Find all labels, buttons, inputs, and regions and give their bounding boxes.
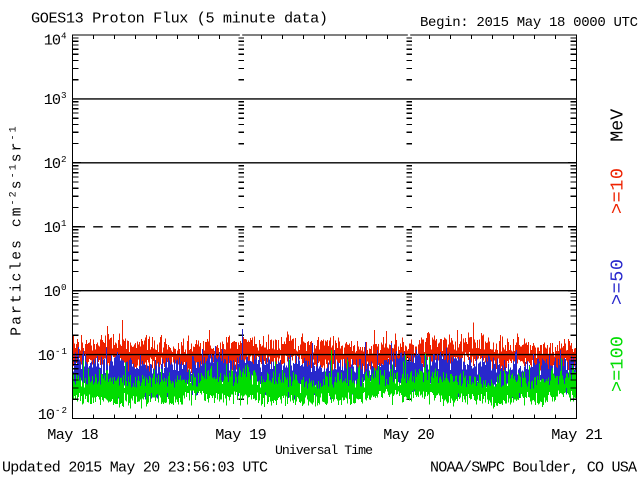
svg-text:May 18: May 18 — [47, 426, 99, 444]
svg-text:Particles cm-2s-1sr-1: Particles cm-2s-1sr-1 — [9, 124, 26, 335]
svg-text:May 20: May 20 — [383, 426, 435, 444]
svg-text:10: 10 — [44, 91, 61, 109]
svg-text:Updated 2015 May 20 23:56:03 U: Updated 2015 May 20 23:56:03 UTC — [2, 460, 268, 477]
svg-text:10: 10 — [44, 31, 61, 49]
svg-text:10: 10 — [38, 406, 55, 424]
svg-text:NOAA/SWPC Boulder, CO USA: NOAA/SWPC Boulder, CO USA — [430, 460, 637, 477]
svg-text:>=10: >=10 — [608, 168, 629, 214]
svg-text:May 19: May 19 — [215, 426, 267, 444]
svg-text:10: 10 — [44, 155, 61, 173]
svg-text:3: 3 — [61, 90, 67, 101]
svg-text:10: 10 — [38, 347, 55, 365]
svg-text:4: 4 — [61, 30, 67, 41]
svg-text:>=100: >=100 — [608, 336, 629, 392]
svg-text:2: 2 — [61, 154, 67, 165]
svg-text:Universal Time: Universal Time — [275, 443, 373, 458]
svg-text:>=50: >=50 — [608, 259, 629, 305]
svg-text:MeV: MeV — [608, 109, 629, 142]
svg-text:0: 0 — [61, 282, 67, 293]
svg-text:-2: -2 — [55, 405, 67, 416]
svg-text:-1: -1 — [55, 346, 67, 357]
svg-text:May 21: May 21 — [551, 426, 603, 444]
svg-text:10: 10 — [44, 219, 61, 237]
svg-text:GOES13 Proton Flux (5 minute d: GOES13 Proton Flux (5 minute data) — [31, 10, 328, 28]
svg-text:1: 1 — [61, 218, 67, 229]
svg-text:Begin: 2015 May 18 0000 UTC: Begin: 2015 May 18 0000 UTC — [420, 15, 638, 31]
svg-text:10: 10 — [44, 283, 61, 301]
